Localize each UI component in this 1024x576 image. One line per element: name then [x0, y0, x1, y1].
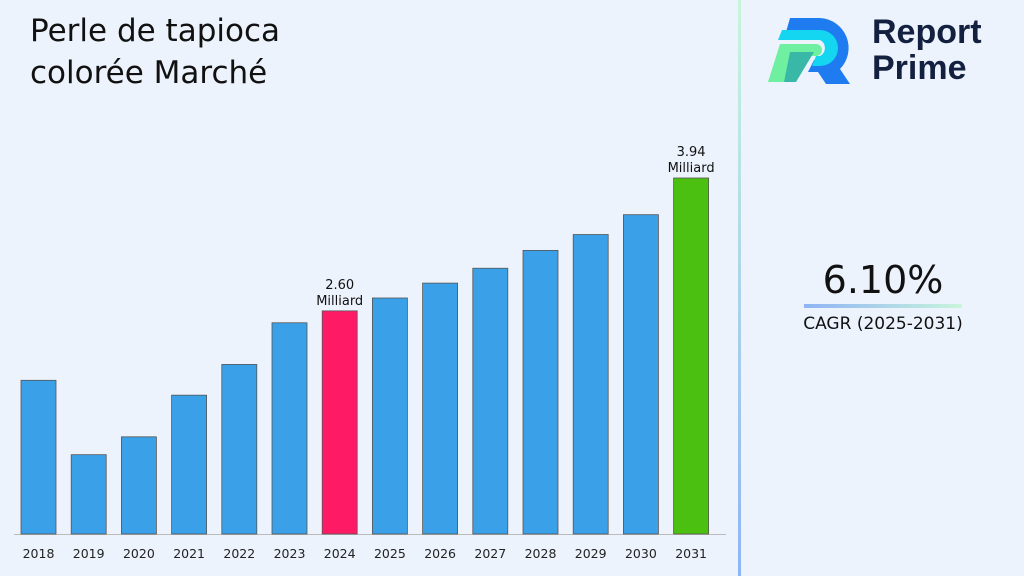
x-tick-label: 2023: [274, 546, 306, 561]
bar-2023: [271, 322, 308, 535]
data-label-2024: Milliard: [316, 294, 363, 309]
x-tick-label: 2029: [575, 546, 607, 561]
bar-2021: [171, 394, 208, 535]
x-tick-label: 2018: [23, 546, 55, 561]
x-tick-label: 2028: [525, 546, 557, 561]
divider: [738, 0, 741, 576]
bar-2018: [20, 379, 57, 535]
logo-line1: Report: [872, 13, 982, 51]
data-label-2024: 2.60: [325, 278, 354, 293]
logo-line2: Prime: [872, 49, 967, 87]
x-tick-label: 2025: [374, 546, 406, 561]
bar-2027: [472, 267, 509, 535]
bar-chart: 2018 2019 2020 2021 2022 2023 20242.60Milliard…: [14, 145, 726, 561]
bar-2025: [371, 297, 408, 535]
x-tick-label: 2020: [123, 546, 155, 561]
bar-2031: [673, 177, 709, 535]
logo-text: Report Prime: [872, 14, 982, 86]
chart-title: Perle de tapioca colorée Marché: [30, 13, 280, 91]
x-tick-label: 2019: [73, 546, 105, 561]
bar-2024: [321, 310, 358, 535]
cagr-underline: [804, 304, 962, 308]
data-label-2031: Milliard: [668, 161, 715, 176]
x-tick-label: 2022: [223, 546, 255, 561]
cagr-panel: 6.10% CAGR (2025-2031): [790, 258, 976, 334]
bar-2020: [121, 436, 157, 535]
x-tick-label: 2027: [474, 546, 506, 561]
x-tick-label: 2026: [424, 546, 456, 561]
data-label-2031: 3.94: [677, 145, 706, 160]
cagr-label: CAGR (2025-2031): [803, 314, 963, 334]
x-tick-label: 2031: [675, 546, 707, 561]
bar-2029: [572, 234, 609, 535]
x-tick-label: 2024: [324, 546, 356, 561]
bar-2028: [522, 249, 559, 535]
bar-2022: [221, 364, 258, 535]
x-tick-label: 2021: [173, 546, 205, 561]
report-prime-logo: [768, 18, 850, 84]
bar-2026: [422, 282, 459, 535]
bar-2019: [70, 454, 107, 535]
cagr-value: 6.10%: [822, 258, 944, 302]
bar-2030: [623, 214, 659, 535]
x-tick-label: 2030: [625, 546, 657, 561]
